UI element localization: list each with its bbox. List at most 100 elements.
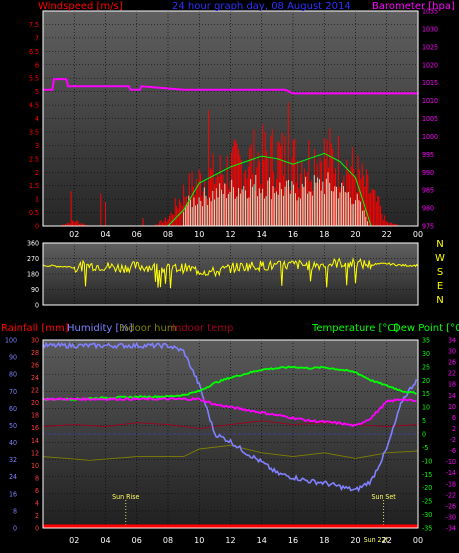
compass-label: N bbox=[436, 239, 443, 250]
temperature-label: Temperature [°C] bbox=[311, 323, 398, 334]
direction-tick-label: 0 bbox=[35, 302, 39, 310]
humidity-label: Humidity [%] bbox=[67, 323, 133, 334]
rainfall-tick-label: 16 bbox=[31, 424, 39, 432]
windspeed-tick-label: 6.5 bbox=[29, 48, 39, 56]
windspeed-tick-label: 5 bbox=[35, 88, 39, 96]
compass-label: S bbox=[437, 267, 443, 278]
temp-x-tick-label: 18 bbox=[319, 536, 329, 545]
windspeed-tick-label: 0.5 bbox=[29, 209, 39, 217]
temperature-tick-label: -30 bbox=[422, 511, 432, 519]
barometer-tick-label: 1010 bbox=[422, 97, 438, 105]
chart-title: 24 hour graph day, 08 August 2014 bbox=[172, 1, 351, 12]
temperature-tick-label: 0 bbox=[422, 431, 426, 439]
dew-point-tick-label: 14 bbox=[448, 392, 456, 400]
humidity-tick-label: 8 bbox=[13, 507, 17, 515]
temperature-tick-label: 20 bbox=[422, 377, 430, 385]
compass-label: N bbox=[436, 295, 443, 306]
temp-x-tick-label: 12 bbox=[225, 536, 235, 545]
dew-point-tick-label: -6 bbox=[450, 447, 456, 455]
direction-ticks: 0 90 180 270 360 bbox=[27, 240, 39, 310]
dew-point-tick-label: -22 bbox=[446, 491, 456, 499]
dew-point-tick-label: -34 bbox=[446, 525, 456, 533]
dew-point-line bbox=[42, 396, 417, 428]
temp-x-tick-label: 08 bbox=[163, 536, 173, 545]
indoor-temp-label: Indoor temp bbox=[172, 323, 233, 334]
wind-x-tick-label: 10 bbox=[194, 230, 204, 239]
gust-line bbox=[167, 152, 372, 227]
temperature-tick-label: -25 bbox=[422, 498, 432, 506]
rainfall-tick-label: 30 bbox=[31, 337, 39, 345]
temp-x-tick-label: 10 bbox=[194, 536, 204, 545]
temp-x-tick-label: 04 bbox=[100, 536, 110, 545]
dew-point-tick-label: -10 bbox=[446, 458, 456, 466]
rainfall-tick-label: 0 bbox=[35, 525, 39, 533]
indoor-hum-line bbox=[42, 444, 419, 461]
humidity-tick-label: 50 bbox=[9, 422, 17, 430]
temperature-tick-label: -15 bbox=[422, 471, 432, 479]
rainfall-tick-label: 12 bbox=[31, 449, 39, 457]
windspeed-tick-label: 3 bbox=[35, 142, 39, 150]
dew-point-tick-label: -30 bbox=[446, 513, 456, 521]
direction-tick-label: 180 bbox=[27, 271, 39, 279]
dew-point-tick-label: 34 bbox=[448, 337, 456, 345]
windspeed-tick-label: 4.5 bbox=[29, 102, 39, 110]
windspeed-tick-label: 6 bbox=[35, 61, 39, 69]
wind-x-tick-label: 06 bbox=[132, 230, 142, 239]
temperature-tick-label: 35 bbox=[422, 337, 430, 345]
wind-x-tick-label: 12 bbox=[225, 230, 235, 239]
temp-x-tick-label: 02 bbox=[69, 536, 79, 545]
temp-x-tick-label: 00 bbox=[413, 536, 423, 545]
barometer-tick-label: 1015 bbox=[422, 79, 438, 87]
barometer-line bbox=[43, 78, 418, 95]
windspeed-tick-label: 7 bbox=[35, 34, 39, 42]
rainfall-tick-label: 28 bbox=[31, 349, 39, 357]
wind-panel-border bbox=[42, 10, 419, 227]
temp-panel-border bbox=[42, 339, 419, 529]
barometer-tick-label: 995 bbox=[422, 151, 434, 159]
sun-annotation: Sun Rise bbox=[112, 493, 139, 501]
temp-ticks: 02 04 06 08 10 12 14 16 18 20 22 000816243240506070… bbox=[5, 337, 456, 546]
barometer-tick-label: 990 bbox=[422, 169, 434, 177]
wind-series bbox=[43, 78, 418, 227]
temperature-tick-label: 5 bbox=[422, 417, 426, 425]
barometer-tick-label: 1035 bbox=[422, 8, 438, 16]
windspeed-tick-label: 7.5 bbox=[29, 21, 39, 29]
windspeed-tick-label: 2 bbox=[35, 169, 39, 177]
sun-annotation: Sun 22t bbox=[364, 536, 389, 544]
barometer-tick-label: 1020 bbox=[422, 61, 438, 69]
indoor-hum-label: Indoor hum bbox=[119, 323, 177, 334]
humidity-tick-label: 16 bbox=[9, 490, 17, 498]
rainfall-tick-label: 26 bbox=[31, 362, 39, 370]
dew-point-tick-label: -18 bbox=[446, 480, 456, 488]
windspeed-tick-label: 4 bbox=[35, 115, 39, 123]
temp-series: Sun Rise Sun Set Sun 22t bbox=[42, 341, 419, 544]
rainfall-tick-label: 14 bbox=[31, 437, 39, 445]
temperature-tick-label: 15 bbox=[422, 390, 430, 398]
dew-point-tick-label: 2 bbox=[452, 425, 456, 433]
dew-point-tick-label: 26 bbox=[448, 359, 456, 367]
direction-tick-label: 270 bbox=[27, 255, 39, 263]
barometer-tick-label: 985 bbox=[422, 187, 434, 195]
dew-point-tick-label: 6 bbox=[452, 414, 456, 422]
rainfall-tick-label: 8 bbox=[35, 474, 39, 482]
wind-x-tick-label: 16 bbox=[288, 230, 298, 239]
barometer-tick-label: 1000 bbox=[422, 133, 438, 141]
barometer-tick-label: 1025 bbox=[422, 43, 438, 51]
dew-point-tick-label: 22 bbox=[448, 370, 456, 378]
wind-x-tick-label: 18 bbox=[319, 230, 329, 239]
barometer-tick-label: 1030 bbox=[422, 25, 438, 33]
humidity-tick-label: 90 bbox=[9, 354, 17, 362]
humidity-tick-label: 70 bbox=[9, 388, 17, 396]
humidity-tick-label: 80 bbox=[9, 371, 17, 379]
rainfall-tick-label: 10 bbox=[31, 462, 39, 470]
compass-label: W bbox=[435, 253, 445, 264]
humidity-tick-label: 100 bbox=[5, 337, 17, 345]
rainfall-tick-label: 24 bbox=[31, 374, 39, 382]
dew-point-tick-label: -2 bbox=[450, 436, 456, 444]
temp-x-tick-label: 16 bbox=[288, 536, 298, 545]
direction-tick-label: 360 bbox=[27, 240, 39, 248]
humidity-tick-label: 60 bbox=[9, 405, 17, 413]
wind-x-tick-label: 04 bbox=[100, 230, 110, 239]
sun-annotation: Sun Set bbox=[371, 493, 396, 501]
